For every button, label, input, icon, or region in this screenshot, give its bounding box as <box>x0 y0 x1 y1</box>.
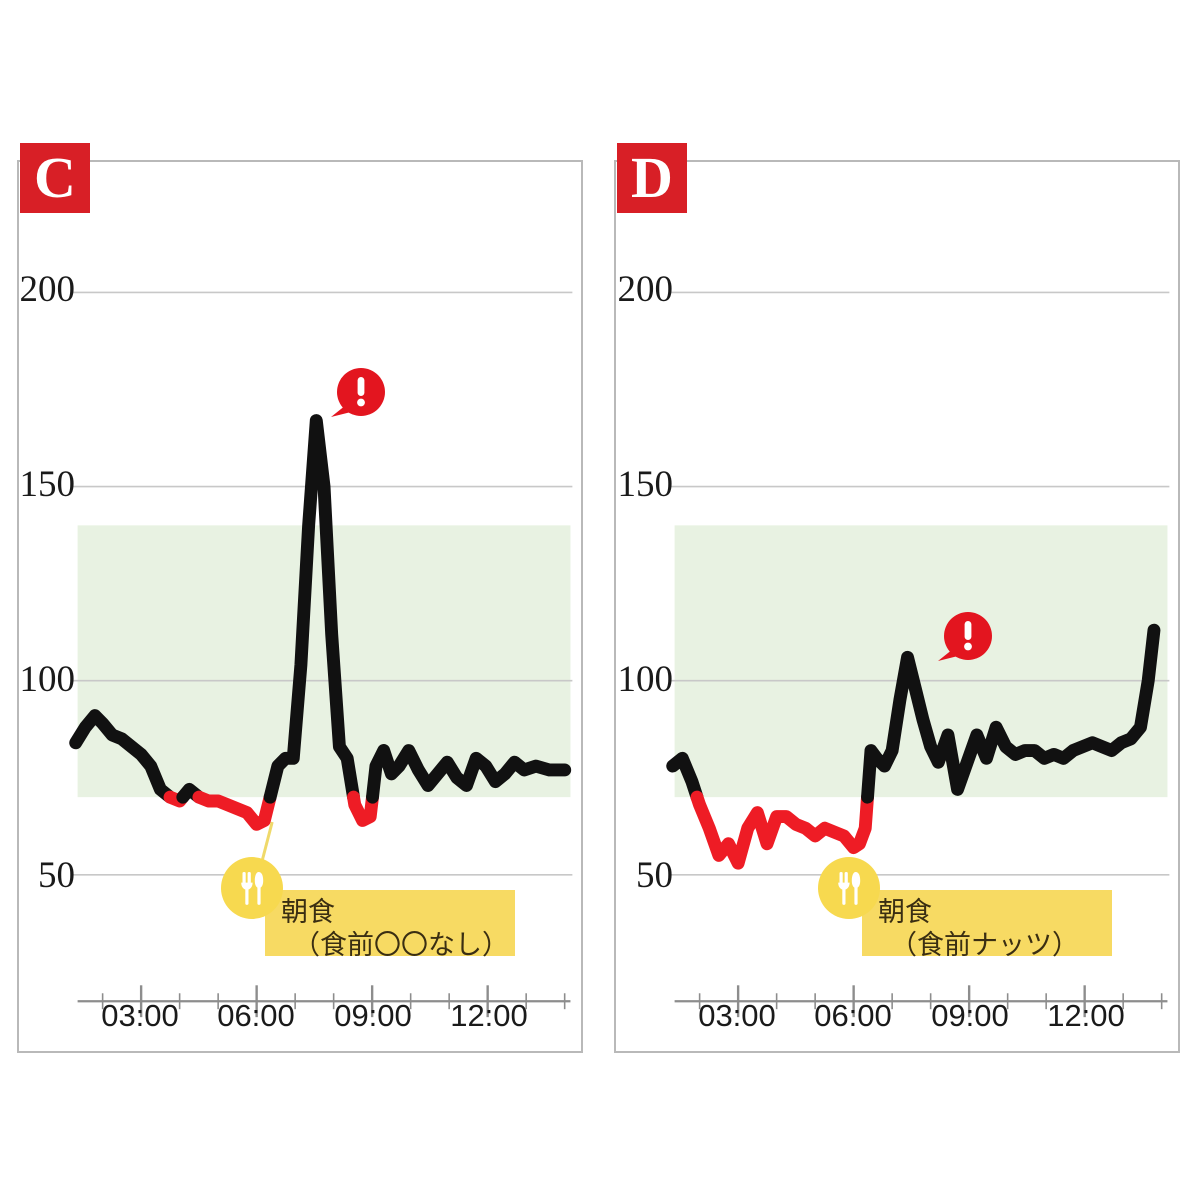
x-tick-label: 03:00 <box>698 998 776 1033</box>
meal-label-line1: 朝食 <box>281 897 335 928</box>
glucose-line-normal <box>69 709 177 804</box>
x-tick-label: 12:00 <box>1047 998 1125 1033</box>
x-tick-label: 09:00 <box>931 998 1009 1033</box>
panel-badge-d: D <box>617 143 687 213</box>
y-tick-label: 150 <box>19 464 76 505</box>
exclamation-icon <box>331 368 385 417</box>
x-tick-label: 06:00 <box>217 998 295 1033</box>
glucose-line-low <box>192 790 277 831</box>
y-tick-label: 100 <box>617 659 674 700</box>
y-tick-label: 150 <box>617 464 674 505</box>
glucose-line-low <box>690 790 874 870</box>
chart-d-plot <box>666 291 1170 1018</box>
glucose-line-normal <box>666 751 704 804</box>
y-tick-label: 100 <box>19 659 76 700</box>
fork-knife-icon <box>838 872 861 905</box>
glucose-line-low <box>347 790 379 827</box>
chart-c-plot <box>69 291 573 1018</box>
meal-label-c: 朝食 （食前〇〇なし） <box>265 890 515 961</box>
y-tick-label: 200 <box>19 269 76 310</box>
glucose-line-normal <box>861 623 1161 804</box>
exclamation-icon <box>938 612 992 661</box>
meal-marker-icon-c <box>221 857 283 919</box>
meal-label-line1: 朝食 <box>878 897 932 928</box>
glucose-line-normal <box>366 744 572 804</box>
x-tick-label: 09:00 <box>334 998 412 1033</box>
meal-label-line2: （食前ナッツ） <box>890 930 1079 961</box>
y-tick-label: 50 <box>38 855 75 896</box>
y-tick-label: 50 <box>636 855 673 896</box>
alert-badge-d <box>934 609 996 671</box>
x-tick-label: 06:00 <box>814 998 892 1033</box>
meal-label-line2: （食前〇〇なし） <box>293 930 509 961</box>
panel-d <box>614 160 1180 1053</box>
glucose-line-normal <box>263 414 360 804</box>
meal-label-d: 朝食 （食前ナッツ） <box>862 890 1112 961</box>
x-tick-label: 03:00 <box>101 998 179 1033</box>
panel-badge-c: C <box>20 143 90 213</box>
alert-badge-c <box>327 365 389 427</box>
meal-marker-icon-d <box>818 857 880 919</box>
fork-knife-icon <box>241 872 264 905</box>
y-tick-label: 200 <box>617 269 674 310</box>
x-tick-label: 12:00 <box>450 998 528 1033</box>
target-range-band <box>674 525 1168 798</box>
